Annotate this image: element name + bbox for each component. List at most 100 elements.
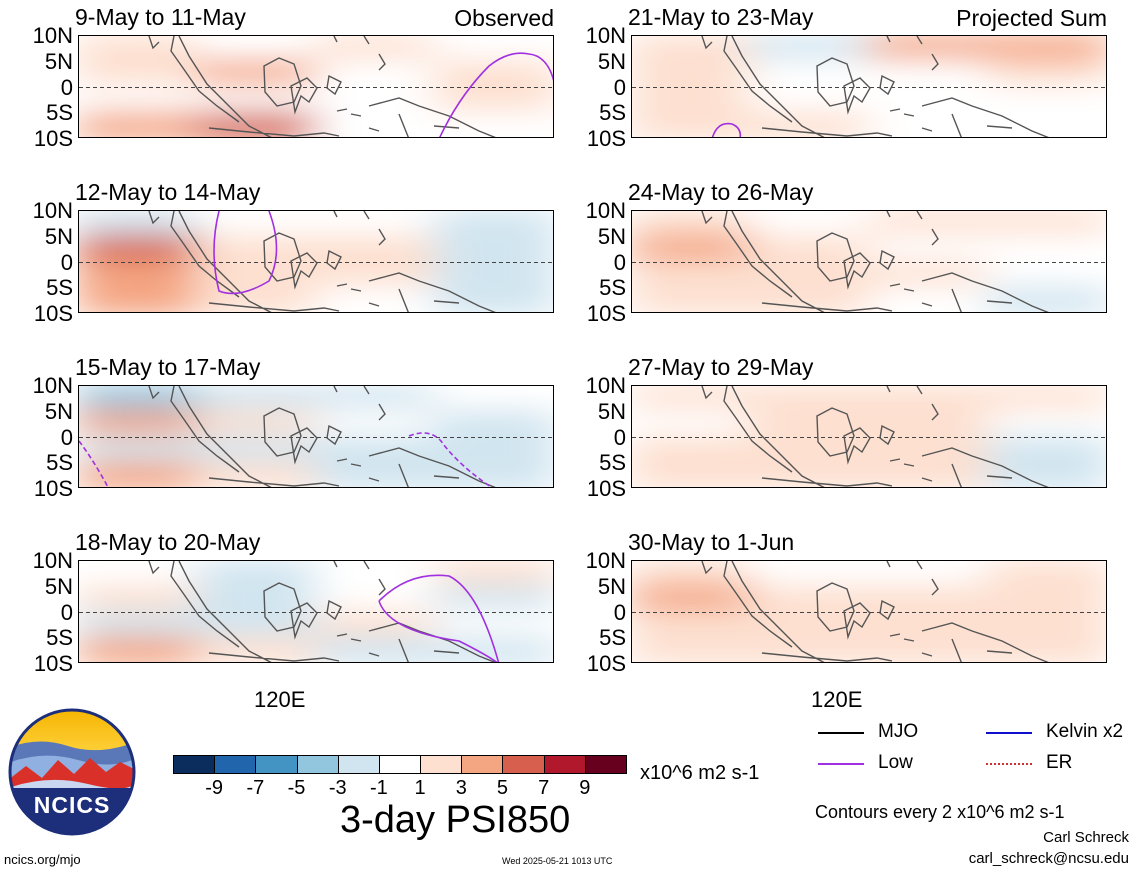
y-axis-label: 10N [32,548,73,573]
field-cell [868,234,991,265]
field-cell [315,584,438,615]
field-cell [987,561,1106,589]
field-cell [434,610,553,641]
low-contour [711,122,742,137]
field-cell [868,36,991,64]
panel-title: 18-May to 20-May [75,529,261,555]
colorbar-swatch [337,755,380,774]
field-cell [632,610,753,641]
field-cell [79,260,200,291]
field-cell [868,211,991,239]
field-cell [987,260,1106,291]
map-panel [631,385,1107,488]
legend-label: ER [1046,752,1073,773]
field-cell [196,636,319,662]
map-panel [631,35,1107,138]
y-axis-label: 5N [597,48,626,74]
site-link[interactable]: ncics.org/mjo [4,852,81,867]
y-axis-label: 0 [613,249,626,275]
field-cell [315,286,438,312]
field-cell [632,584,753,615]
coastline [701,36,1049,137]
colorbar-swatch [502,755,545,774]
field-cell [632,461,753,487]
colorbar-swatch [378,755,422,774]
field-cell [196,85,319,116]
field-cell [79,409,200,440]
field-cell [749,286,872,312]
field-cell [434,435,553,466]
y-axis-label: 10S [33,301,73,326]
contours-note: Contours every 2 x10^6 m2 s-1 [815,802,1065,822]
field-cell [749,59,872,90]
field-cell [868,111,991,137]
colorbar-tick-label: -3 [328,777,347,799]
colorbar-tick-label: -1 [370,777,388,799]
field-cell [196,610,319,641]
field-cell [79,435,200,466]
field-cell [79,584,200,615]
field-cell [196,286,319,312]
field-cell [987,610,1106,641]
field-cell [79,36,200,64]
field-cell [632,211,753,239]
field-cell [315,435,438,466]
y-axis-label: 10S [586,126,626,151]
field-cell [79,211,200,239]
colorbar-swatch [584,755,627,774]
field-cell [987,36,1106,64]
low-contour [213,211,278,295]
coastline [701,211,1049,312]
y-axis-label: 10N [32,373,73,398]
colorbar-swatch [214,755,257,774]
field-cell [632,260,753,291]
y-axis-label: 10N [585,373,626,398]
field-cell [434,584,553,615]
coastline [148,36,496,137]
field-cell [315,234,438,265]
coastline [701,386,1049,487]
field-cell [987,286,1106,312]
field-cell [79,461,200,487]
y-axis-label: 10S [586,476,626,501]
y-axis-label: 5N [44,573,73,599]
field-cell [315,561,438,589]
y-axis-label: 0 [60,74,73,100]
y-axis-label: 5S [599,625,626,651]
colorbar-swatch [543,755,586,774]
author-email[interactable]: carl_schreck@ncsu.edu [968,850,1129,867]
field-cell [196,111,319,137]
colorbar-tick-label: -9 [205,777,224,799]
field-cell [315,85,438,116]
y-axis-label: 0 [60,599,73,625]
y-axis-label: 10N [585,548,626,573]
field-cell [987,85,1106,116]
figure-title: 3-day PSI850 [340,799,571,841]
logo-text: NCICS [33,792,111,818]
y-axis-label: 5N [597,223,626,249]
legend-swatch [818,732,864,734]
field-cell [315,211,438,239]
field-cell [749,636,872,662]
field-cell [315,409,438,440]
field-cell [434,409,553,440]
y-axis-label: 10N [585,198,626,223]
field-cell [987,234,1106,265]
y-axis-label: 0 [60,424,73,450]
colorbar-swatch [420,755,463,774]
field-cell [196,409,319,440]
field-cell [315,386,438,414]
field-cell [196,59,319,90]
field-cell [434,234,553,265]
colorbar-tick-label: 1 [414,777,426,799]
field-cell [632,36,753,64]
field-cell [79,386,200,414]
field-cell [868,260,991,291]
colorbar [173,755,627,774]
field-cell [434,59,553,90]
colorbar-tick-label: -7 [246,777,265,799]
map-panel [631,210,1107,313]
field-cell [434,36,553,64]
y-axis-label: 10S [586,651,626,676]
field-cell [315,111,438,137]
